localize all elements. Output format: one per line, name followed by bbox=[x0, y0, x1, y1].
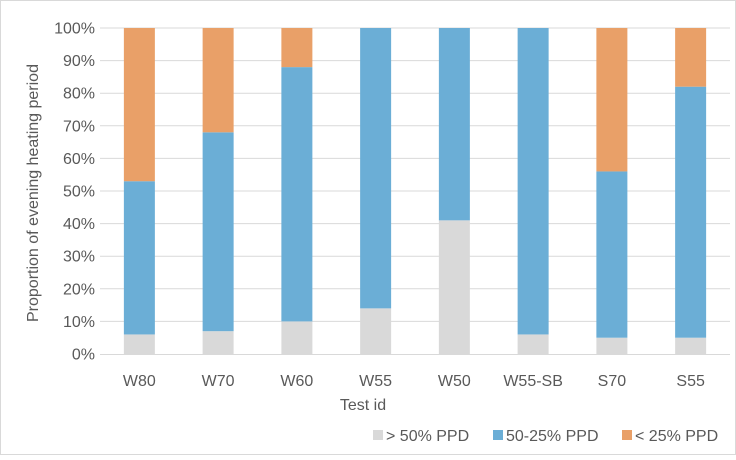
bar-segment bbox=[517, 334, 549, 354]
legend-swatch bbox=[493, 430, 503, 440]
y-tick-label: 20% bbox=[63, 281, 95, 298]
legend-label: 50-25% PPD bbox=[506, 428, 599, 445]
x-tick-label: W55 bbox=[359, 373, 392, 390]
y-tick-label: 100% bbox=[54, 21, 95, 38]
bar-segment bbox=[360, 28, 392, 309]
x-tick-label: S70 bbox=[598, 373, 627, 390]
legend-label: < 25% PPD bbox=[635, 428, 718, 445]
bar-segment bbox=[202, 28, 234, 133]
bar-segment bbox=[123, 28, 155, 182]
y-tick-label: 10% bbox=[63, 314, 95, 331]
bar-segment bbox=[438, 28, 470, 221]
bar-segment bbox=[675, 337, 707, 354]
y-tick-label: 70% bbox=[63, 118, 95, 135]
bar-segment bbox=[596, 171, 628, 338]
legend-swatch bbox=[622, 430, 632, 440]
bar-segment bbox=[360, 308, 392, 354]
y-tick-labels: 0% 10% 20% 30% 40% 50% 60% 70% 80% 90% 100% bbox=[54, 21, 95, 364]
x-tick-label: W50 bbox=[438, 373, 471, 390]
bar-segment bbox=[281, 321, 313, 354]
bar-segment bbox=[123, 334, 155, 354]
bars bbox=[123, 28, 707, 354]
x-tick-label: W70 bbox=[202, 373, 235, 390]
legend: > 50% PPD 50-25% PPD < 25% PPD bbox=[373, 428, 718, 445]
bar-segment bbox=[596, 28, 628, 172]
y-tick-label: 50% bbox=[63, 184, 95, 201]
bar-segment bbox=[675, 86, 707, 338]
bar-segment bbox=[596, 337, 628, 354]
legend-label: > 50% PPD bbox=[386, 428, 469, 445]
y-tick-label: 90% bbox=[63, 53, 95, 70]
bar-segment bbox=[281, 67, 313, 322]
x-axis-title: Test id bbox=[340, 397, 386, 414]
y-axis-title: Proportion of evening heating period bbox=[25, 64, 42, 322]
bar-segment bbox=[281, 28, 313, 68]
y-tick-label: 0% bbox=[72, 347, 95, 364]
y-tick-label: 40% bbox=[63, 216, 95, 233]
x-tick-label: W55-SB bbox=[503, 373, 563, 390]
x-tick-label: S55 bbox=[676, 373, 705, 390]
bar-segment bbox=[517, 28, 549, 335]
legend-swatch bbox=[373, 430, 383, 440]
bar-segment bbox=[202, 331, 234, 354]
y-tick-label: 30% bbox=[63, 249, 95, 266]
bar-segment bbox=[123, 181, 155, 335]
bar-segment bbox=[202, 132, 234, 332]
x-tick-label: W60 bbox=[280, 373, 313, 390]
x-tick-labels: W80 W70 W60 W55 W50 W55-SB S70 S55 bbox=[123, 373, 705, 390]
x-tick-label: W80 bbox=[123, 373, 156, 390]
bar-segment bbox=[438, 220, 470, 354]
y-tick-label: 60% bbox=[63, 151, 95, 168]
bar-segment bbox=[675, 28, 707, 87]
y-tick-label: 80% bbox=[63, 86, 95, 103]
